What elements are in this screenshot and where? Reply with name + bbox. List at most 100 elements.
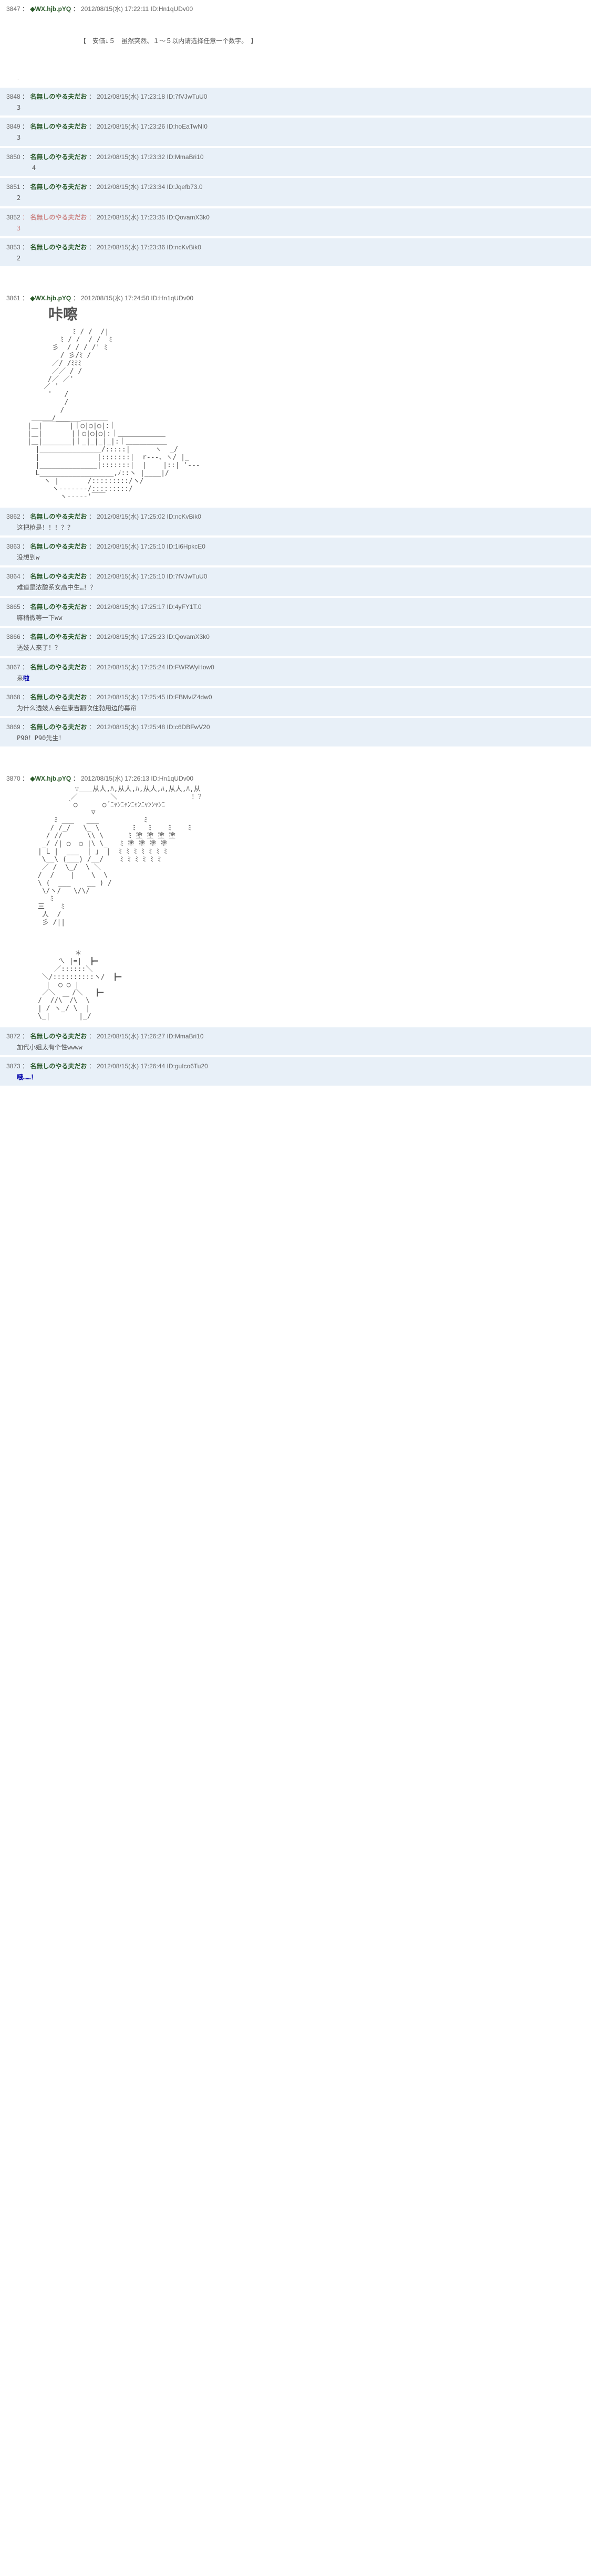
post-3867: 3867 ： 名無しのやる夫だお ： 2012/08/15(水) 17:25:2… — [0, 658, 591, 686]
post-id[interactable]: ID:QovamX3k0 — [167, 214, 210, 221]
post-body: 3 — [17, 104, 585, 111]
post-body: 3 — [17, 134, 585, 141]
post-id[interactable]: ID:c6DBFwV20 — [167, 723, 210, 731]
post-body: 难道是浓酸系女高中生…！？ — [17, 584, 585, 591]
post-name[interactable]: ◆WX.hjb.pYQ — [30, 775, 71, 782]
post-date: 2012/08/15(水) 17:25:45 — [97, 693, 165, 701]
post-name[interactable]: 名無しのやる夫だお — [30, 214, 87, 221]
post-name[interactable]: 名無しのやる夫だお — [30, 693, 87, 701]
post-body: 加代小姐太有个性wwww — [17, 1044, 585, 1051]
post-number[interactable]: 3862 — [6, 513, 20, 520]
post-id[interactable]: ID:1i6HpkcE0 — [167, 543, 205, 550]
post-id[interactable]: ID:guIco6Tu20 — [167, 1063, 208, 1070]
post-number[interactable]: 3861 — [6, 295, 20, 302]
post-header: 3865 ： 名無しのやる夫だお ： 2012/08/15(水) 17:25:1… — [6, 602, 585, 611]
post-name[interactable]: 名無しのやる夫だお — [30, 183, 87, 191]
ascii-art-character: ∵＿＿从人,ﾊ,从人,ﾊ,从人,ﾊ,从人,ﾊ,从 ／ ＼ ！？ ｀○ ○´ﾆｬﾝ… — [38, 786, 585, 1021]
post-name[interactable]: ◆WX.hjb.pYQ — [30, 5, 71, 13]
post-body: 这把枪是！！！？？ — [17, 524, 585, 531]
post-id[interactable]: ID:Hn1qUDv00 — [151, 295, 193, 302]
post-body: 咔嚓 ﾐ / / /| ﾐ / / / / ﾐ 彡 / / / /' ﾐ / 彡… — [17, 306, 585, 501]
post-number[interactable]: 3863 — [6, 543, 20, 550]
post-header: 3863 ： 名無しのやる夫だお ： 2012/08/15(水) 17:25:1… — [6, 542, 585, 551]
post-header: 3869 ： 名無しのやる夫だお ： 2012/08/15(水) 17:25:4… — [6, 722, 585, 731]
post-id[interactable]: ID:ncKvBik0 — [167, 244, 201, 251]
post-id[interactable]: ID:ncKvBik0 — [167, 513, 201, 520]
post-date: 2012/08/15(水) 17:25:10 — [97, 543, 165, 550]
post-number[interactable]: 3852 — [6, 214, 20, 221]
post-body: 2 — [17, 255, 585, 262]
post-3866: 3866 ： 名無しのやる夫だお ： 2012/08/15(水) 17:25:2… — [0, 628, 591, 656]
post-number[interactable]: 3873 — [6, 1063, 20, 1070]
post-name[interactable]: 名無しのやる夫だお — [30, 1033, 87, 1040]
post-date: 2012/08/15(水) 17:25:24 — [97, 664, 165, 671]
post-date: 2012/08/15(水) 17:23:26 — [97, 123, 165, 130]
post-id[interactable]: ID:FWRWyHow0 — [167, 664, 214, 671]
post-body: 来啦 — [17, 675, 585, 682]
post-header: 3861 ： ◆WX.hjb.pYQ ： 2012/08/15(水) 17:24… — [6, 293, 585, 302]
post-date: 2012/08/15(水) 17:25:02 — [97, 513, 165, 520]
post-number[interactable]: 3864 — [6, 573, 20, 580]
post-date: 2012/08/15(水) 17:26:13 — [81, 775, 149, 782]
post-id[interactable]: ID:FBMvIZ4dw0 — [167, 693, 212, 701]
post-number[interactable]: 3847 — [6, 5, 20, 13]
post-header: 3849 ： 名無しのやる夫だお ： 2012/08/15(水) 17:23:2… — [6, 122, 585, 131]
post-number[interactable]: 3868 — [6, 693, 20, 701]
post-number[interactable]: 3870 — [6, 775, 20, 782]
post-id[interactable]: ID:Hn1qUDv00 — [151, 775, 193, 782]
post-id[interactable]: ID:Jqefb73.0 — [167, 183, 203, 191]
post-number[interactable]: 3848 — [6, 93, 20, 100]
post-name[interactable]: 名無しのやる夫だお — [30, 244, 87, 251]
post-3850: 3850 ： 名無しのやる夫だお ： 2012/08/15(水) 17:23:3… — [0, 148, 591, 176]
post-3863: 3863 ： 名無しのやる夫だお ： 2012/08/15(水) 17:25:1… — [0, 538, 591, 565]
post-id[interactable]: ID:hoEaTwNI0 — [167, 123, 208, 130]
post-name[interactable]: 名無しのやる夫だお — [30, 123, 87, 130]
post-id[interactable]: ID:Hn1qUDv00 — [151, 5, 193, 13]
post-number[interactable]: 3866 — [6, 633, 20, 640]
post-body: 【 安価↓５ 虽然突然、１～５以内请选择任意一个数字。 】. — [17, 16, 585, 81]
post-header: 3847 ： ◆WX.hjb.pYQ ： 2012/08/15(水) 17:22… — [6, 4, 585, 13]
post-number[interactable]: 3849 — [6, 123, 20, 130]
post-number[interactable]: 3872 — [6, 1033, 20, 1040]
post-date: 2012/08/15(水) 17:23:18 — [97, 93, 165, 100]
post-number[interactable]: 3853 — [6, 244, 20, 251]
post-header: 3864 ： 名無しのやる夫だお ： 2012/08/15(水) 17:25:1… — [6, 572, 585, 581]
post-name[interactable]: 名無しのやる夫だお — [30, 513, 87, 520]
post-id[interactable]: ID:MmaBri10 — [167, 1033, 204, 1040]
post-header: 3851 ： 名無しのやる夫だお ： 2012/08/15(水) 17:23:3… — [6, 182, 585, 191]
post-3873: 3873 ： 名無しのやる夫だお ： 2012/08/15(水) 17:26:4… — [0, 1057, 591, 1085]
post-body: 透妓人来了！？ — [17, 644, 585, 651]
post-number[interactable]: 3851 — [6, 183, 20, 191]
post-header: 3866 ： 名無しのやる夫だお ： 2012/08/15(水) 17:25:2… — [6, 632, 585, 641]
post-name[interactable]: 名無しのやる夫だお — [30, 633, 87, 640]
post-date: 2012/08/15(水) 17:24:50 — [81, 295, 149, 302]
post-name[interactable]: 名無しのやる夫だお — [30, 664, 87, 671]
post-date: 2012/08/15(水) 17:26:27 — [97, 1033, 165, 1040]
post-id[interactable]: ID:QovamX3k0 — [167, 633, 210, 640]
post-name[interactable]: 名無しのやる夫だお — [30, 723, 87, 731]
post-3868: 3868 ： 名無しのやる夫だお ： 2012/08/15(水) 17:25:4… — [0, 688, 591, 716]
post-name[interactable]: 名無しのやる夫だお — [30, 93, 87, 100]
post-body: 3 — [17, 225, 585, 232]
post-3864: 3864 ： 名無しのやる夫だお ： 2012/08/15(水) 17:25:1… — [0, 567, 591, 595]
post-id[interactable]: ID:7fVJwTuU0 — [167, 93, 208, 100]
sound-effect: 咔嚓 — [48, 306, 585, 323]
post-date: 2012/08/15(水) 17:26:44 — [97, 1063, 165, 1070]
post-name[interactable]: ◆WX.hjb.pYQ — [30, 295, 71, 302]
post-number[interactable]: 3865 — [6, 603, 20, 611]
post-name[interactable]: 名無しのやる夫だお — [30, 153, 87, 161]
post-name[interactable]: 名無しのやる夫だお — [30, 1063, 87, 1070]
post-name[interactable]: 名無しのやる夫だお — [30, 603, 87, 611]
post-id[interactable]: ID:4yFY1T.0 — [167, 603, 202, 611]
post-number[interactable]: 3867 — [6, 664, 20, 671]
post-id[interactable]: ID:7fVJwTuU0 — [167, 573, 208, 580]
post-date: 2012/08/15(水) 17:22:11 — [81, 5, 149, 13]
post-body: 为什么透妓人会在康吉翻吹住勃用边的幕帘 — [17, 705, 585, 712]
post-id[interactable]: ID:MmaBri10 — [167, 153, 204, 161]
post-number[interactable]: 3850 — [6, 153, 20, 161]
post-3861: 3861 ： ◆WX.hjb.pYQ ： 2012/08/15(水) 17:24… — [0, 289, 591, 505]
post-body: 哦……！ — [17, 1074, 585, 1081]
post-name[interactable]: 名無しのやる夫だお — [30, 543, 87, 550]
post-name[interactable]: 名無しのやる夫だお — [30, 573, 87, 580]
post-number[interactable]: 3869 — [6, 723, 20, 731]
